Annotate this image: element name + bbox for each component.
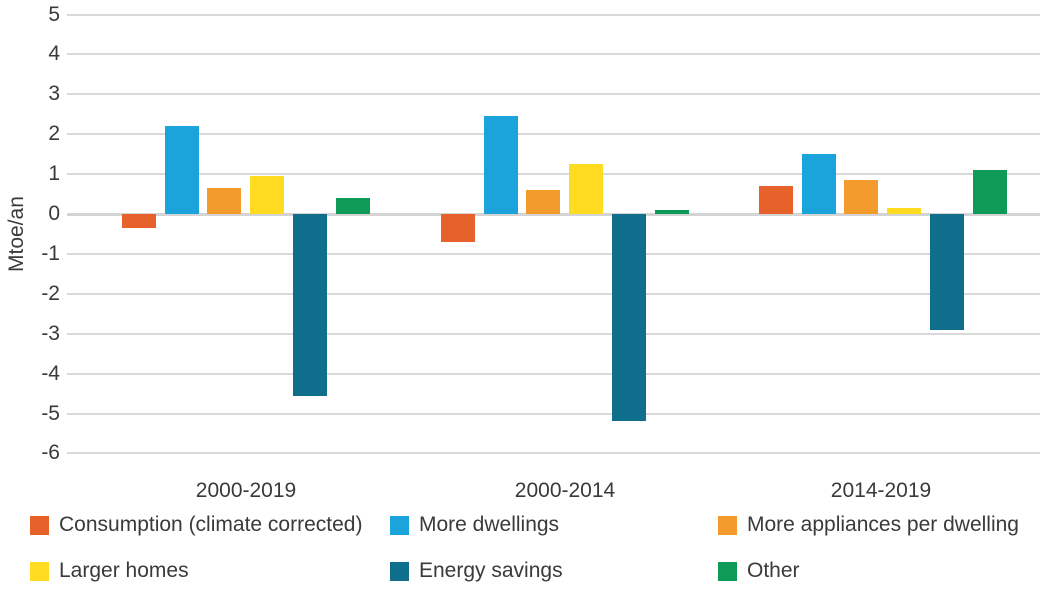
legend-label: More appliances per dwelling [747, 513, 1019, 536]
bar-other-2014-2019 [972, 170, 1007, 214]
bar-more-appliances-per-dwelling-2000-2019 [207, 188, 242, 214]
legend-swatch-icon [30, 515, 49, 535]
legend-item-more-dwellings: More dwellings [390, 513, 559, 537]
bar-more-dwellings-2014-2019 [801, 154, 836, 214]
bar-more-appliances-per-dwelling-2000-2014 [526, 190, 561, 214]
legend-swatch-icon [718, 561, 737, 581]
legend-label: Larger homes [59, 559, 189, 582]
bar-consumption-climate-corrected-2014-2019 [759, 186, 793, 214]
zero-gridline [67, 213, 1040, 216]
y-tick-label: 5 [48, 2, 60, 26]
x-tick-label-2000-2014: 2000-2014 [514, 479, 616, 502]
legend-item-other: Other [718, 559, 800, 583]
legend-item-consumption-climate-corrected: Consumption (climate corrected) [30, 513, 362, 537]
gridline [67, 53, 1040, 56]
gridline [67, 93, 1040, 96]
y-tick-label: 0 [48, 202, 60, 225]
bar-more-dwellings-2000-2014 [483, 116, 518, 214]
y-tick-label: 3 [48, 82, 60, 106]
bar-energy-savings-2000-2014 [611, 214, 646, 422]
legend-swatch-icon [390, 561, 409, 581]
legend-label: Other [747, 559, 800, 582]
x-tick-label-2000-2019: 2000-2019 [195, 479, 297, 502]
bar-consumption-climate-corrected-2000-2014 [441, 214, 475, 242]
legend-label: More dwellings [419, 513, 560, 536]
gridline [67, 252, 1040, 255]
gridline [67, 13, 1040, 16]
gridline [67, 412, 1040, 415]
legend-item-more-appliances-per-dwelling: More appliances per dwelling [718, 513, 1019, 537]
y-tick-label: -2 [41, 281, 60, 305]
bar-other-2000-2014 [654, 210, 689, 214]
bar-larger-homes-2014-2019 [887, 208, 922, 214]
y-tick-label: 2 [48, 122, 60, 146]
legend-label: Consumption (climate corrected) [59, 513, 363, 536]
y-tick-label: 4 [48, 42, 60, 66]
bar-larger-homes-2000-2019 [250, 176, 285, 214]
y-tick-label: -6 [41, 441, 60, 465]
gridline [67, 292, 1040, 295]
legend-swatch-icon [30, 561, 49, 581]
y-tick-label: -1 [41, 241, 60, 265]
bar-energy-savings-2014-2019 [929, 214, 964, 330]
bar-more-appliances-per-dwelling-2014-2019 [844, 180, 879, 214]
y-tick-label: -4 [41, 361, 60, 385]
legend-item-larger-homes: Larger homes [30, 559, 189, 583]
y-tick-label: -5 [41, 401, 60, 425]
gridline [67, 372, 1040, 375]
bar-larger-homes-2000-2014 [569, 164, 604, 214]
legend-label: Energy savings [419, 559, 563, 582]
y-axis-title: Mtoe/an [5, 196, 28, 272]
gridline [67, 133, 1040, 136]
legend-swatch-icon [718, 515, 737, 535]
bar-energy-savings-2000-2019 [292, 214, 327, 396]
gridline [67, 173, 1040, 176]
bar-other-2000-2019 [335, 198, 370, 214]
gridline [67, 452, 1040, 455]
bar-consumption-climate-corrected-2000-2019 [122, 214, 156, 228]
y-tick-label: -3 [41, 321, 60, 345]
y-tick-label: 1 [48, 162, 60, 186]
bar-more-dwellings-2000-2019 [164, 126, 199, 214]
legend-swatch-icon [390, 515, 409, 535]
x-tick-label-2014-2019: 2014-2019 [830, 479, 932, 502]
legend-item-energy-savings: Energy savings [390, 559, 563, 583]
gridline [67, 332, 1040, 335]
